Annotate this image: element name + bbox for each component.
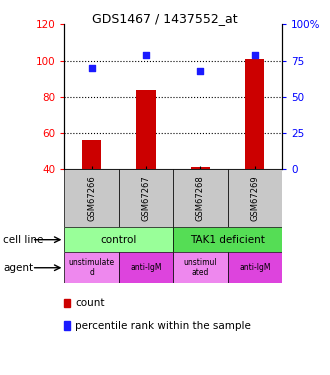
Bar <box>173 169 228 227</box>
Text: GSM67268: GSM67268 <box>196 175 205 221</box>
Bar <box>228 169 282 227</box>
Point <box>198 68 203 74</box>
Bar <box>82 140 101 169</box>
Text: GDS1467 / 1437552_at: GDS1467 / 1437552_at <box>92 12 238 25</box>
Bar <box>64 252 119 283</box>
Text: cell line: cell line <box>3 235 44 245</box>
Bar <box>191 167 210 169</box>
Bar <box>228 252 282 283</box>
Bar <box>137 90 155 169</box>
Text: control: control <box>101 235 137 245</box>
Bar <box>119 169 173 227</box>
Point <box>89 65 94 71</box>
Text: count: count <box>75 298 105 308</box>
Text: GSM67266: GSM67266 <box>87 175 96 221</box>
Text: anti-IgM: anti-IgM <box>239 263 271 272</box>
Text: GSM67267: GSM67267 <box>142 175 150 221</box>
Text: TAK1 deficient: TAK1 deficient <box>190 235 265 245</box>
Text: percentile rank within the sample: percentile rank within the sample <box>75 321 251 331</box>
Text: GSM67269: GSM67269 <box>250 175 259 221</box>
Text: anti-IgM: anti-IgM <box>130 263 162 272</box>
Text: agent: agent <box>3 263 33 273</box>
Bar <box>119 252 173 283</box>
Point <box>252 52 257 58</box>
Bar <box>246 59 264 169</box>
Bar <box>173 252 228 283</box>
Bar <box>64 169 119 227</box>
Bar <box>173 227 282 252</box>
Text: unstimulate
d: unstimulate d <box>69 258 115 278</box>
Bar <box>64 227 173 252</box>
Point <box>143 52 148 58</box>
Text: unstimul
ated: unstimul ated <box>184 258 217 278</box>
